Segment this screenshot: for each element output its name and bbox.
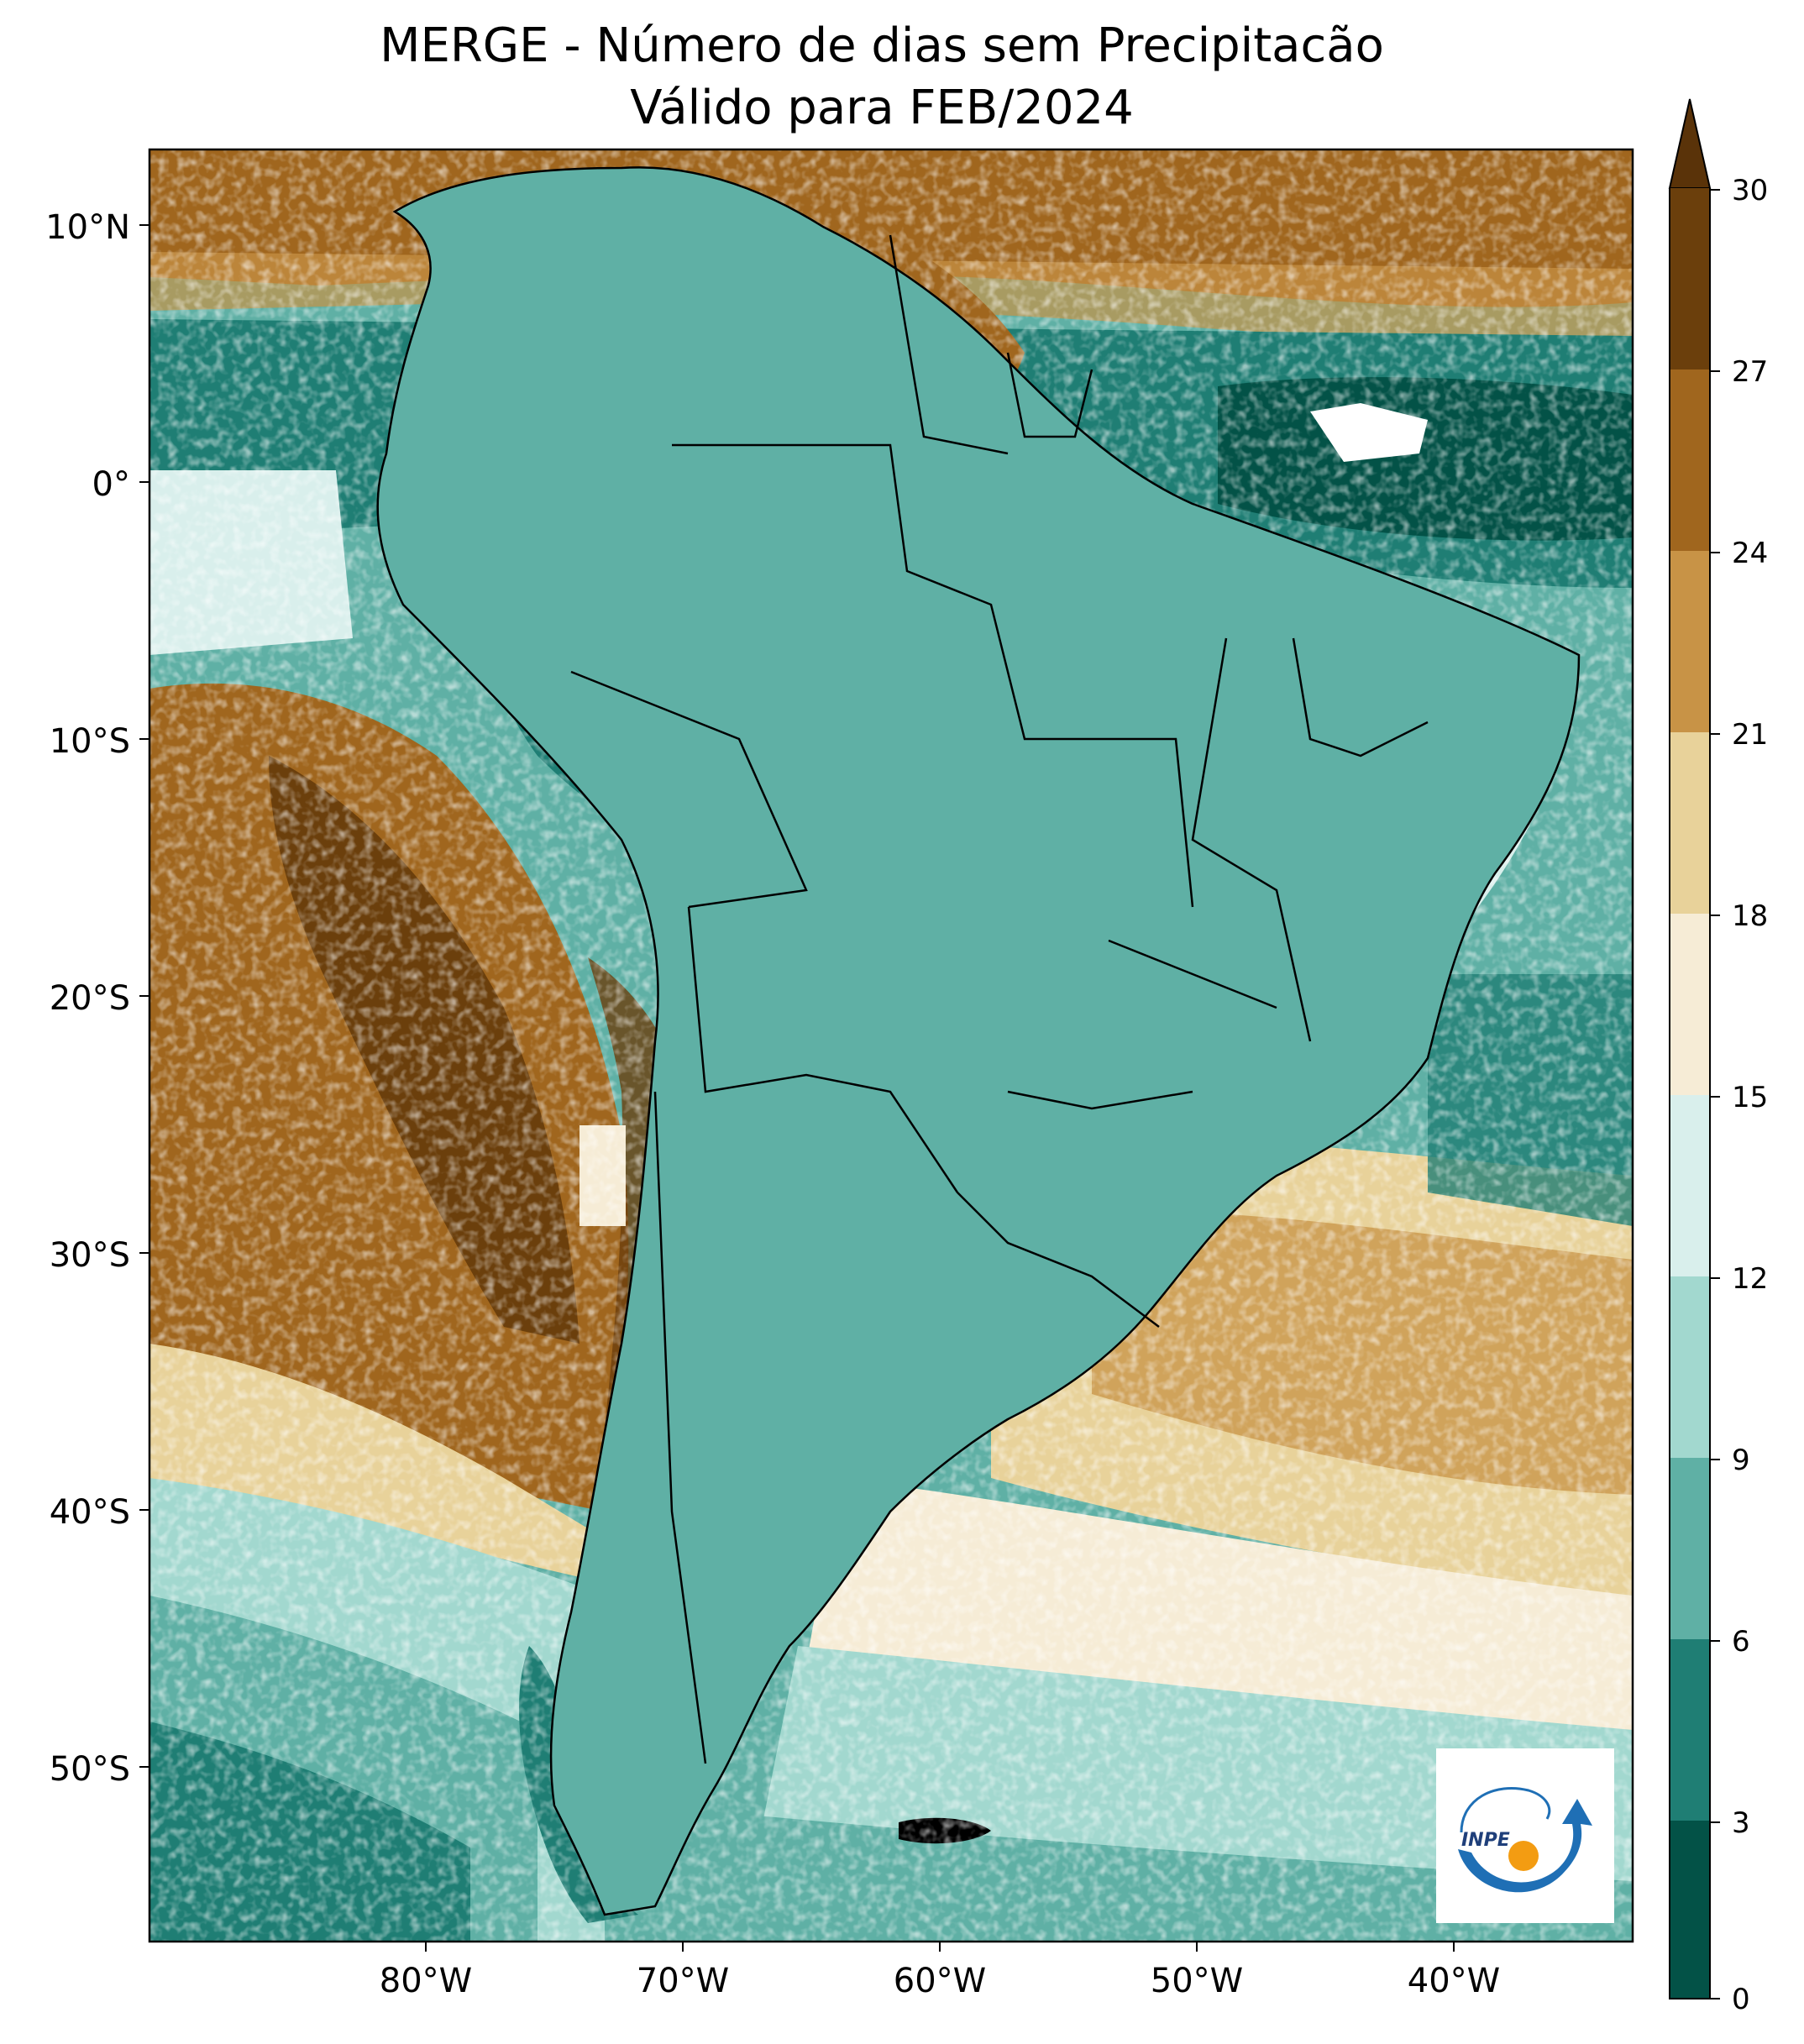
colorbar-label-27: 27 — [1732, 355, 1768, 389]
colorbar-extend-arrow — [1668, 98, 1712, 189]
bolivia-paraguay-border — [687, 906, 959, 1193]
inpe-logo-graphic: INPE — [1458, 1786, 1592, 1893]
lon-label-80w: 80°W — [380, 1962, 472, 2000]
lat-label-0: 0° — [92, 465, 130, 504]
state-border-north — [1191, 637, 1312, 1042]
lat-label-30s: 30°S — [50, 1236, 130, 1275]
colorbar-label-21: 21 — [1732, 718, 1768, 752]
map-title-line-2: Válido para FEB/2024 — [630, 81, 1134, 135]
uruguay-border — [957, 1192, 1160, 1328]
colorbar: 30 27 24 21 18 15 12 9 6 3 0 — [1668, 98, 1768, 2016]
colorbar-band-27-30 — [1670, 188, 1710, 369]
logo-swoosh — [1458, 1799, 1592, 1893]
lat-label-50s: 50°S — [50, 1750, 130, 1789]
colorbar-band-18-21 — [1670, 732, 1710, 914]
colorbar-band-24-27 — [1670, 369, 1710, 551]
colorbar-frame — [1669, 188, 1711, 1999]
map-title-line-1: MERGE - Número de dias sem Precipitacão — [380, 18, 1384, 73]
venezuela-guyana-border — [889, 234, 1009, 455]
colorbar-band-9-12 — [1670, 1276, 1710, 1458]
logo-sun-dot — [1508, 1841, 1539, 1871]
colorbar-band-3-6 — [1670, 1639, 1710, 1821]
inpe-logo: INPE — [1436, 1748, 1614, 1923]
lat-label-10n: 10°N — [45, 208, 130, 247]
lon-label-70w: 70°W — [637, 1962, 729, 2000]
colorbar-label-30: 30 — [1732, 174, 1768, 207]
logo-orbit-line — [1460, 1786, 1551, 1833]
colorbar-label-9: 9 — [1732, 1444, 1750, 1477]
colorbar-label-6: 6 — [1732, 1625, 1750, 1659]
colorbar-band-15-18 — [1670, 914, 1710, 1095]
lon-ticks — [425, 1942, 1455, 1952]
colorbar-band-0-3 — [1670, 1821, 1710, 1999]
lat-label-40s: 40°S — [50, 1493, 130, 1532]
logo-text: INPE — [1461, 1830, 1510, 1851]
state-border-central — [1108, 939, 1277, 1009]
colorbar-ticks — [1710, 189, 1720, 1999]
map-frame — [148, 148, 1634, 1943]
colorbar-band-6-9 — [1670, 1458, 1710, 1639]
lon-label-50w: 50°W — [1151, 1962, 1243, 2000]
suriname-border — [1006, 352, 1093, 438]
colorbar-label-0: 0 — [1732, 1983, 1750, 2016]
lon-label-60w: 60°W — [894, 1962, 986, 2000]
colorbar-label-15: 15 — [1732, 1081, 1768, 1114]
lat-label-10s: 10°S — [50, 722, 130, 761]
peru-border — [570, 670, 808, 909]
map-area — [149, 149, 1633, 1942]
lat-ticks — [139, 224, 149, 1768]
colorbar-label-3: 3 — [1732, 1806, 1750, 1840]
colorbar-label-18: 18 — [1732, 899, 1768, 933]
colorbar-band-21-24 — [1670, 551, 1710, 732]
state-border-south — [1007, 1090, 1193, 1110]
lat-label-20s: 20°S — [50, 979, 130, 1018]
colorbar-label-24: 24 — [1732, 537, 1768, 570]
chile-argentina-border — [653, 1091, 707, 1764]
lon-label-40w: 40°W — [1408, 1962, 1500, 2000]
political-borders — [376, 166, 1581, 1916]
colorbar-label-12: 12 — [1732, 1262, 1768, 1296]
colorbar-band-12-15 — [1670, 1095, 1710, 1276]
brazil-western-border — [672, 443, 1194, 908]
state-border-northeast — [1292, 637, 1429, 757]
